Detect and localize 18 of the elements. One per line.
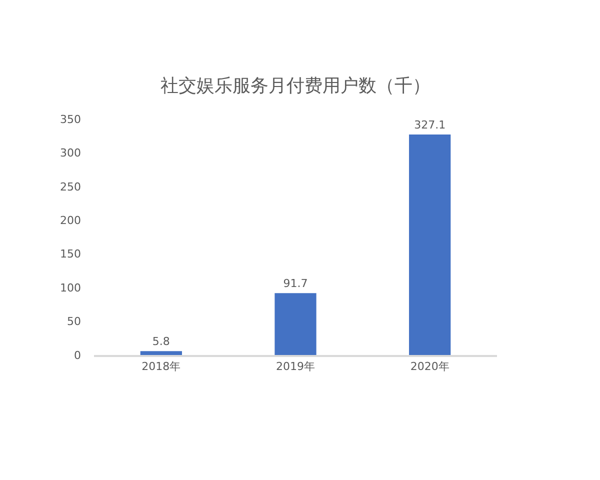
y-tick-label: 250 bbox=[60, 180, 81, 194]
bar bbox=[409, 134, 451, 355]
y-tick-label: 150 bbox=[60, 248, 81, 261]
x-tick-label: 2019年 bbox=[276, 360, 315, 373]
data-label: 91.7 bbox=[283, 277, 308, 290]
y-tick-label: 350 bbox=[60, 112, 81, 126]
y-tick-label: 300 bbox=[60, 146, 81, 160]
bar bbox=[140, 351, 182, 355]
y-tick-label: 0 bbox=[74, 348, 81, 362]
data-label: 327.1 bbox=[414, 118, 446, 132]
bar bbox=[274, 293, 316, 355]
y-tick-label: 200 bbox=[60, 214, 81, 227]
data-label: 5.8 bbox=[152, 335, 170, 348]
x-tick-label: 2020年 bbox=[410, 360, 450, 373]
x-tick-label: 2018年 bbox=[142, 360, 181, 373]
chart-title: 社交娱乐服务月付费用户数（千） bbox=[160, 75, 430, 96]
y-tick-label: 50 bbox=[67, 315, 81, 328]
y-tick-label: 100 bbox=[60, 281, 81, 294]
